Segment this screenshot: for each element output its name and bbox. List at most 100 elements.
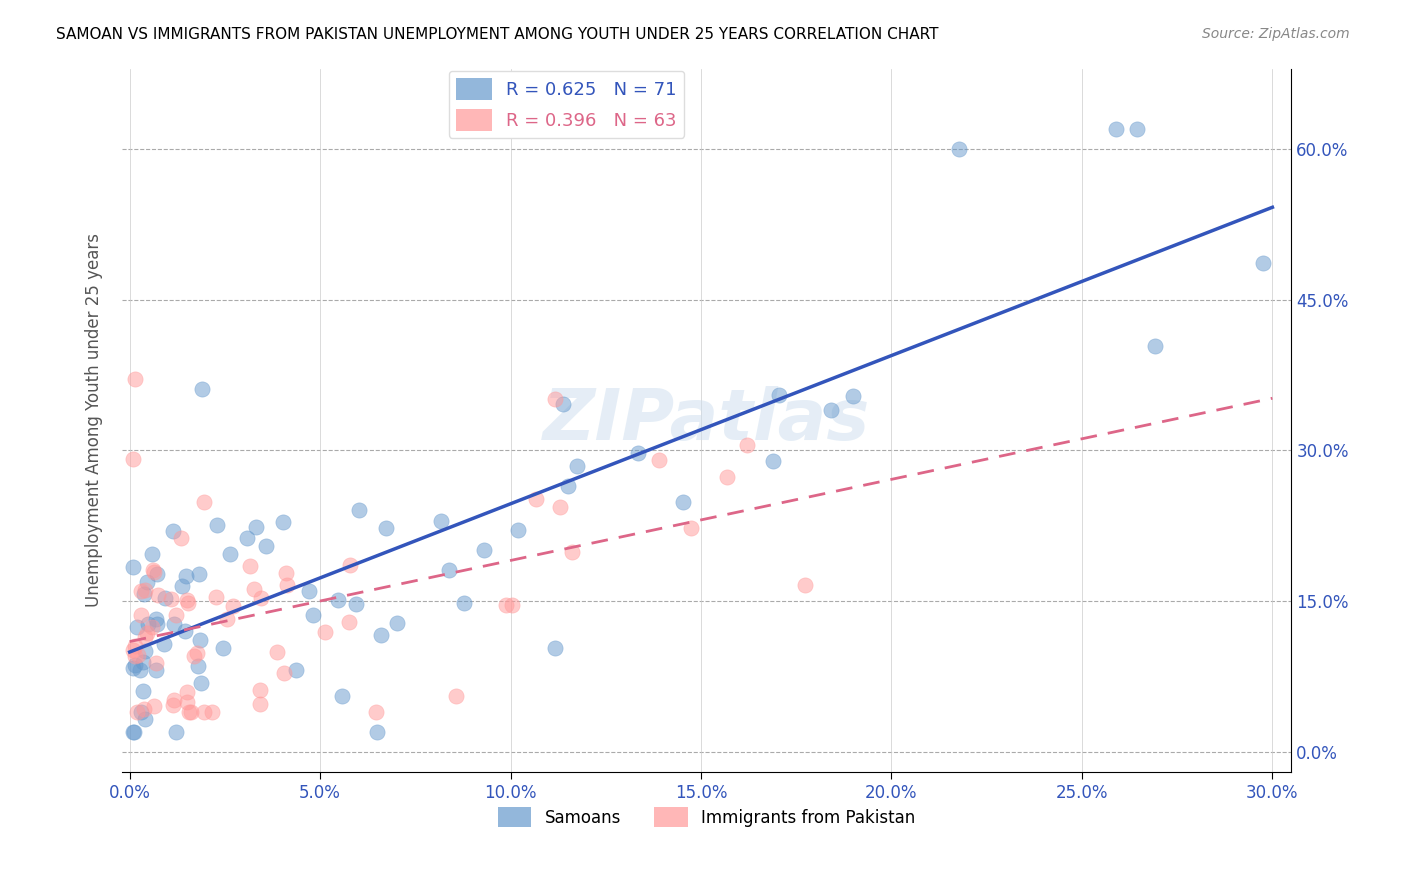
Point — [170, 532, 193, 546]
Point — [339, 558, 361, 572]
Point — [142, 698, 165, 713]
Point — [344, 597, 367, 611]
Point — [544, 392, 567, 406]
Point — [143, 565, 166, 579]
Point — [129, 608, 152, 623]
Point — [122, 642, 145, 657]
Point — [141, 620, 163, 634]
Point — [162, 698, 184, 712]
Point — [188, 632, 211, 647]
Point — [647, 453, 669, 467]
Point — [136, 617, 159, 632]
Point — [165, 607, 187, 622]
Point — [124, 648, 146, 663]
Point — [238, 558, 260, 573]
Point — [437, 563, 460, 577]
Point — [127, 648, 149, 662]
Point — [122, 560, 145, 574]
Point — [170, 579, 193, 593]
Point — [162, 692, 184, 706]
Point — [508, 523, 530, 537]
Point — [145, 656, 167, 670]
Point — [188, 567, 211, 582]
Point — [186, 646, 208, 660]
Point — [177, 596, 200, 610]
Point — [127, 620, 149, 634]
Point — [735, 437, 758, 451]
Point — [328, 593, 350, 607]
Point — [385, 616, 408, 631]
Point — [276, 578, 298, 592]
Point — [131, 583, 153, 598]
Point — [132, 587, 155, 601]
Point — [301, 607, 323, 622]
Point — [146, 566, 169, 581]
Point — [567, 458, 589, 473]
Point — [370, 628, 392, 642]
Y-axis label: Unemployment Among Youth under 25 years: Unemployment Among Youth under 25 years — [86, 234, 103, 607]
Point — [794, 577, 817, 591]
Point — [145, 664, 167, 678]
Point — [193, 495, 215, 509]
Point — [1253, 256, 1275, 270]
Point — [250, 591, 273, 606]
Point — [193, 705, 215, 719]
Point — [444, 689, 467, 703]
Point — [524, 491, 547, 506]
Point — [249, 683, 271, 698]
Text: SAMOAN VS IMMIGRANTS FROM PAKISTAN UNEMPLOYMENT AMONG YOUTH UNDER 25 YEARS CORRE: SAMOAN VS IMMIGRANTS FROM PAKISTAN UNEMP… — [56, 27, 939, 42]
Point — [1143, 339, 1166, 353]
Point — [159, 591, 181, 606]
Point — [762, 454, 785, 468]
Point — [364, 705, 387, 719]
Point — [142, 563, 165, 577]
Point — [273, 666, 295, 681]
Point — [1105, 121, 1128, 136]
Point — [122, 724, 145, 739]
Point — [122, 452, 145, 467]
Point — [820, 403, 842, 417]
Point — [124, 657, 146, 672]
Point — [236, 531, 259, 545]
Point — [245, 520, 267, 534]
Point — [551, 397, 574, 411]
Point — [219, 547, 242, 561]
Text: ZIPatlas: ZIPatlas — [543, 385, 870, 455]
Point — [215, 612, 238, 626]
Point — [212, 641, 235, 656]
Point — [162, 524, 184, 539]
Point — [173, 624, 195, 639]
Text: Source: ZipAtlas.com: Source: ZipAtlas.com — [1202, 27, 1350, 41]
Point — [716, 470, 738, 484]
Point — [501, 598, 523, 612]
Point — [627, 446, 650, 460]
Point — [544, 640, 567, 655]
Point — [134, 712, 156, 726]
Point — [768, 388, 790, 402]
Point — [429, 514, 451, 528]
Point — [672, 495, 695, 509]
Point — [155, 591, 177, 606]
Point — [124, 372, 146, 386]
Point — [207, 517, 229, 532]
Legend: Samoans, Immigrants from Pakistan: Samoans, Immigrants from Pakistan — [492, 800, 922, 834]
Point — [176, 593, 198, 607]
Point — [131, 655, 153, 669]
Point — [243, 582, 266, 596]
Point — [298, 584, 321, 599]
Point — [274, 566, 297, 580]
Point — [134, 644, 156, 658]
Point — [375, 521, 398, 535]
Point — [191, 383, 214, 397]
Point — [254, 539, 277, 553]
Point — [134, 701, 156, 715]
Point — [347, 503, 370, 517]
Point — [180, 705, 202, 719]
Point — [330, 690, 353, 704]
Point — [284, 663, 307, 677]
Point — [122, 661, 145, 675]
Point — [495, 598, 517, 612]
Point — [141, 547, 163, 561]
Point — [190, 675, 212, 690]
Point — [681, 521, 703, 535]
